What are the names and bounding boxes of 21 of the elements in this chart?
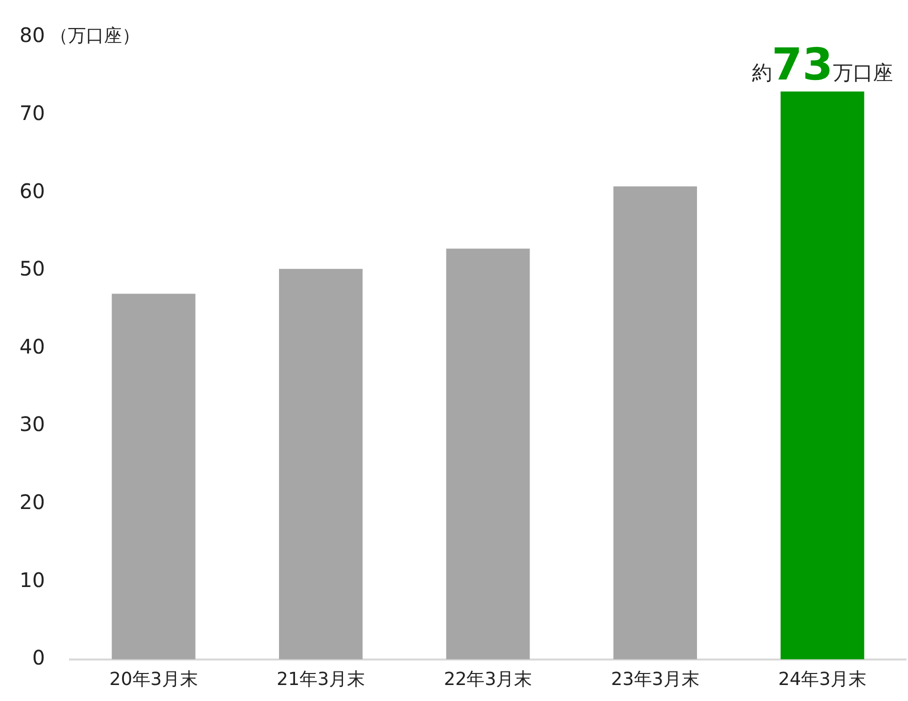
y-tick-label: 80 <box>20 23 45 48</box>
bar <box>279 268 363 660</box>
x-tick-label: 21年3月末 <box>276 668 365 690</box>
bar <box>780 91 864 660</box>
bar <box>112 294 196 660</box>
y-tick-label: 20 <box>20 490 45 514</box>
x-tick-label: 24年3月末 <box>778 668 867 690</box>
x-tick-label: 22年3月末 <box>444 668 532 690</box>
y-tick-label: 40 <box>20 334 45 358</box>
x-tick-label: 23年3月末 <box>611 668 700 690</box>
y-tick-label: 70 <box>20 101 45 126</box>
y-tick-label: 10 <box>20 568 45 592</box>
y-axis-title: （万口座） <box>50 26 140 47</box>
y-tick-label: 60 <box>20 178 45 203</box>
bar <box>613 186 697 660</box>
y-tick-label: 50 <box>20 256 45 281</box>
bar <box>446 248 530 660</box>
y-tick-label: 0 <box>32 646 45 670</box>
x-tick-label: 20年3月末 <box>109 668 198 690</box>
annotation: 約73万口座 <box>752 39 894 90</box>
y-tick-label: 30 <box>20 412 45 436</box>
